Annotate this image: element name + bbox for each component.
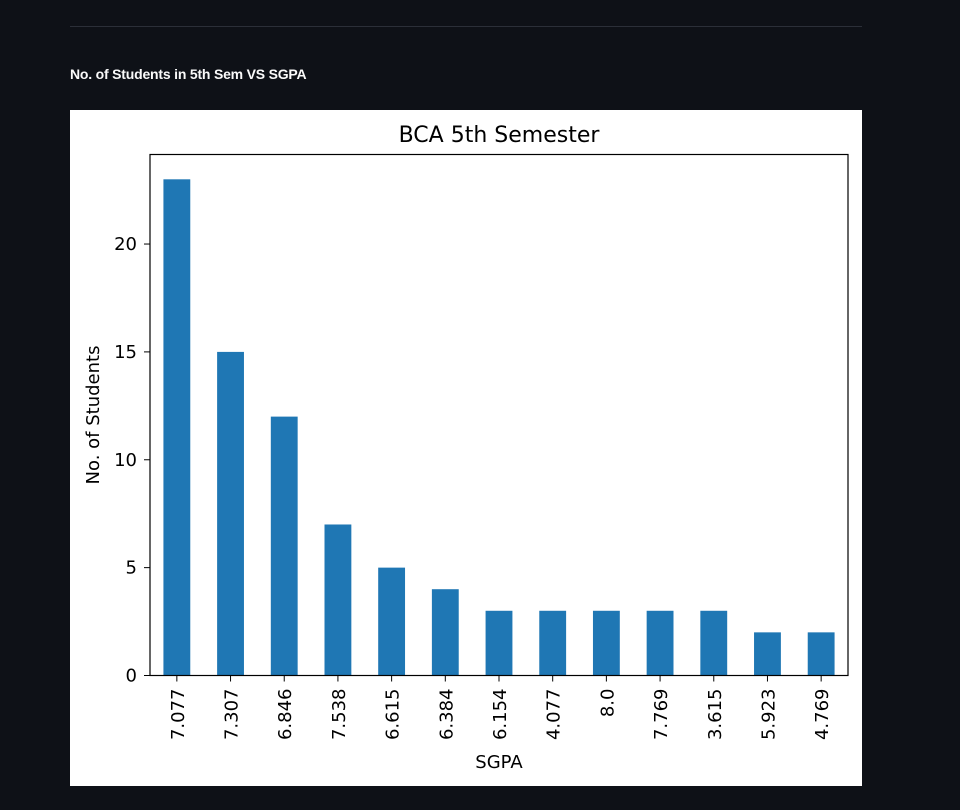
y-tick-label: 10 [114, 450, 137, 471]
x-tick-label: 7.769 [651, 689, 672, 741]
x-tick-label: 5.923 [758, 689, 779, 741]
chart-panel: BCA 5th Semester 0 5 10 15 20 7.077 7.307 6.84… [70, 110, 862, 786]
x-axis: 7.077 7.307 6.846 7.538 6.615 6.384 6.154 4.077… [168, 675, 833, 741]
bar [700, 610, 728, 676]
bar [539, 610, 567, 676]
bars-group [163, 179, 835, 676]
y-tick-label: 5 [126, 558, 137, 579]
bar [324, 524, 352, 676]
y-tick-label: 20 [114, 234, 137, 255]
y-tick-label: 15 [114, 342, 137, 363]
x-tick-label: 6.154 [490, 689, 511, 741]
bar [592, 610, 620, 676]
x-tick-label: 7.077 [168, 689, 189, 741]
chart-title: BCA 5th Semester [399, 123, 601, 148]
bar [807, 632, 835, 676]
x-tick-label: 4.077 [544, 689, 565, 741]
bar [431, 589, 459, 676]
bar [646, 610, 674, 676]
bar [378, 567, 406, 676]
x-tick-label: 7.307 [222, 689, 243, 741]
x-tick-label: 3.615 [705, 689, 726, 741]
bar-chart: BCA 5th Semester 0 5 10 15 20 7.077 7.307 6.84… [83, 123, 849, 773]
x-tick-label: 6.615 [383, 689, 404, 741]
y-axis-label: No. of Students [83, 346, 104, 485]
bar [754, 632, 781, 676]
top-divider [70, 26, 862, 27]
x-axis-label: SGPA [475, 752, 523, 773]
bar [217, 351, 244, 676]
x-tick-label: 4.769 [812, 689, 833, 741]
y-tick-label: 0 [126, 666, 137, 687]
bar [163, 179, 191, 676]
x-tick-label: 6.384 [436, 689, 457, 741]
bar [270, 416, 298, 676]
plot-frame [149, 153, 849, 677]
y-axis: 0 5 10 15 20 [114, 234, 150, 687]
section-heading: No. of Students in 5th Sem VS SGPA [70, 66, 307, 82]
bar [485, 610, 513, 676]
x-tick-label: 8.0 [597, 689, 618, 718]
x-tick-label: 6.846 [275, 689, 296, 741]
x-tick-label: 7.538 [329, 689, 350, 741]
